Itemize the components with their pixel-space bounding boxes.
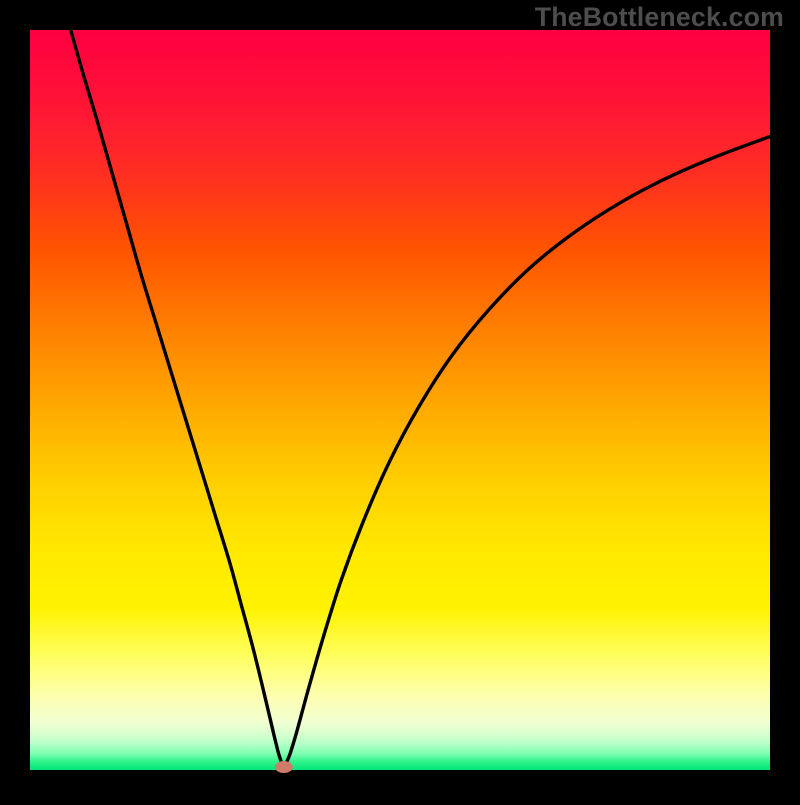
bottleneck-chart: [0, 0, 800, 800]
chart-frame: TheBottleneck.com: [0, 0, 800, 800]
optimum-marker: [275, 761, 293, 773]
plot-gradient-background: [30, 30, 770, 770]
watermark-label: TheBottleneck.com: [535, 2, 784, 33]
